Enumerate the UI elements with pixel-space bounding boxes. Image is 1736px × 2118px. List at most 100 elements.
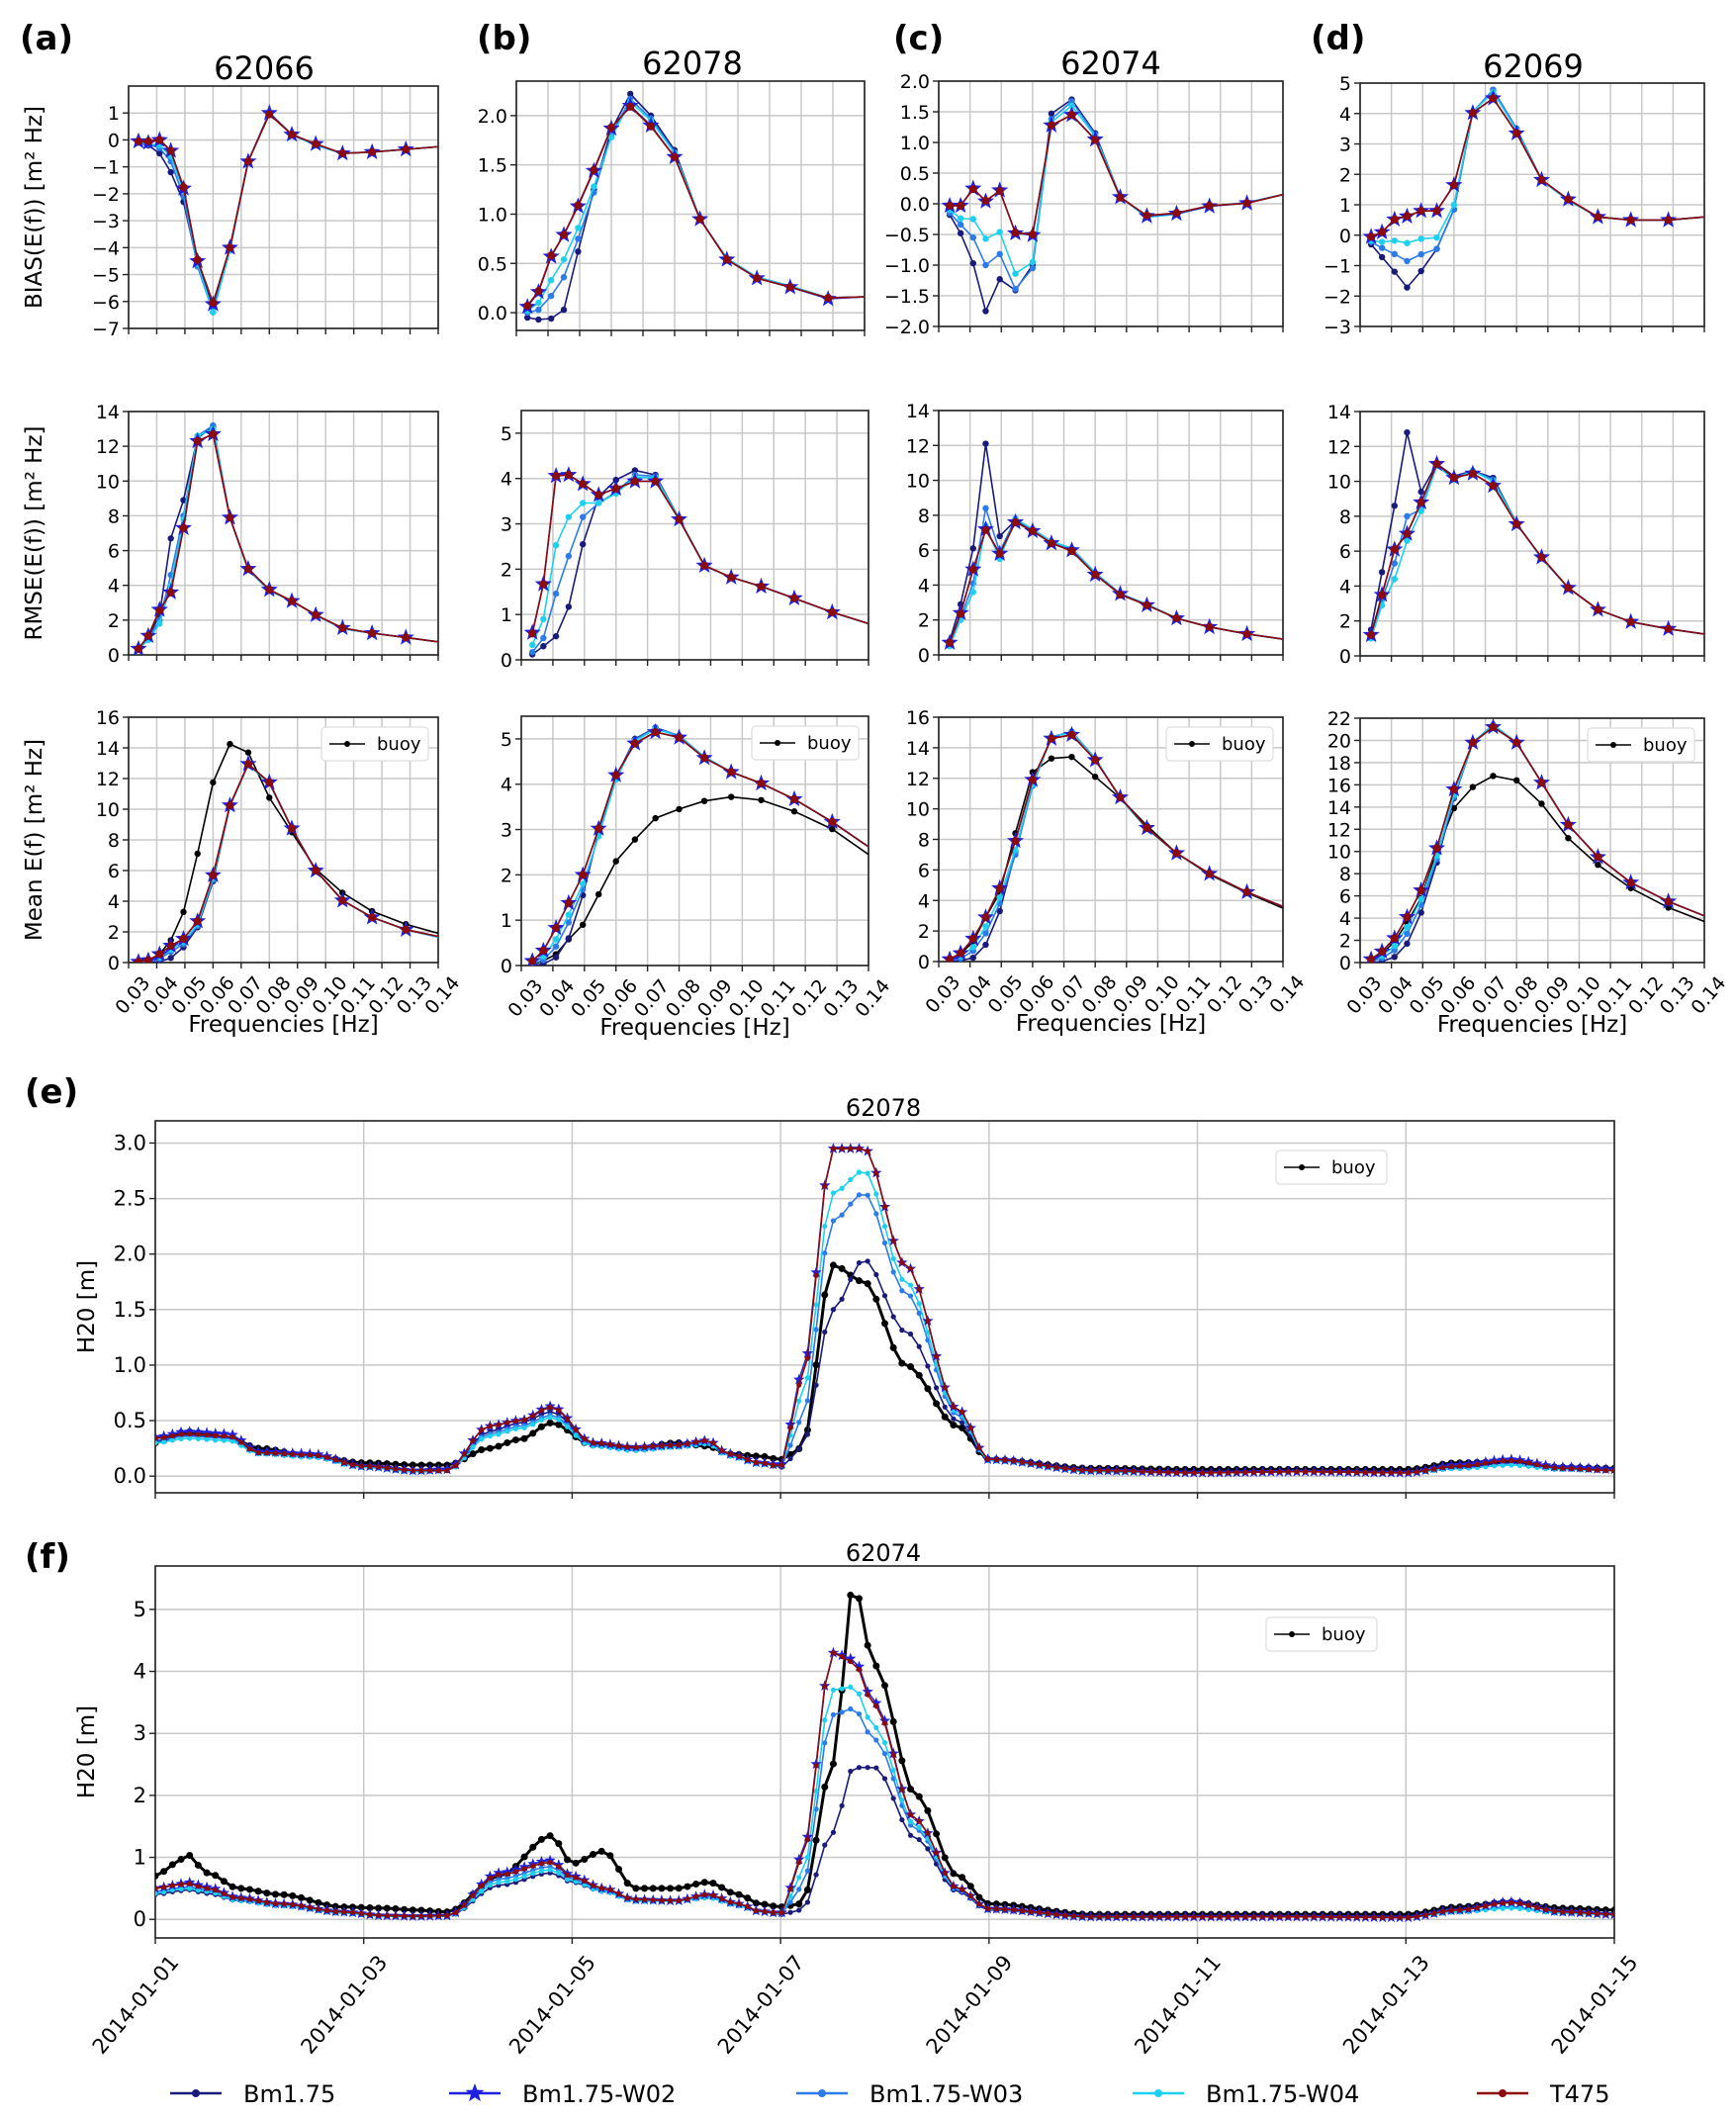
data-point	[1116, 591, 1125, 599]
data-point	[523, 302, 532, 311]
y-tick-label: 1.5	[478, 155, 507, 177]
data-point	[1468, 109, 1477, 118]
data-point	[1328, 1469, 1334, 1475]
y-tick-label: 6	[918, 540, 930, 562]
data-point	[1191, 1914, 1197, 1920]
data-point	[496, 1872, 502, 1878]
data-point	[1378, 947, 1387, 956]
data-point	[272, 1450, 279, 1456]
data-point	[933, 1400, 941, 1408]
x-tick-label: 0.12	[788, 975, 832, 1022]
data-point	[744, 1894, 752, 1902]
data-point	[916, 1836, 922, 1843]
data-point	[623, 1880, 631, 1888]
data-point	[695, 215, 704, 224]
data-point	[1468, 469, 1477, 478]
data-point	[968, 185, 977, 194]
data-point	[1047, 734, 1055, 743]
y-tick-label: 2	[918, 610, 930, 632]
data-point	[306, 1896, 314, 1904]
y-tick-label: −5	[92, 265, 120, 287]
data-point	[1165, 1469, 1171, 1475]
data-point	[402, 1913, 408, 1919]
data-point	[556, 1417, 562, 1423]
data-point	[528, 957, 537, 966]
data-point	[856, 1691, 863, 1697]
data-point	[1091, 774, 1099, 781]
data-point	[155, 1886, 158, 1891]
data-point-star	[793, 1373, 805, 1385]
data-point	[824, 294, 833, 303]
data-point	[1469, 783, 1477, 790]
data-point	[813, 1302, 819, 1308]
data-point	[916, 1818, 922, 1824]
data-point	[1512, 129, 1521, 138]
data-point	[957, 949, 965, 958]
data-point	[881, 1720, 888, 1726]
data-point	[1156, 1914, 1162, 1920]
data-point	[1131, 1468, 1137, 1474]
data-point	[1053, 1464, 1059, 1470]
data-point	[504, 1879, 510, 1885]
data-point	[1091, 570, 1100, 579]
data-point	[1172, 613, 1181, 622]
data-point	[771, 1462, 777, 1468]
data-point	[873, 1271, 879, 1278]
data-point	[552, 590, 560, 598]
y-tick-label: 4	[108, 576, 120, 598]
data-point	[907, 1832, 914, 1838]
chart-d-mean: 02468101214161820220.030.040.050.060.070…	[1327, 708, 1731, 1038]
data-point	[341, 1459, 347, 1466]
data-point	[650, 1443, 656, 1449]
data-point	[384, 1912, 390, 1919]
data-point	[264, 1899, 270, 1905]
data-point	[594, 890, 602, 898]
grid	[1359, 82, 1705, 327]
bottom-legend-item: Bm1.75-W02	[449, 2080, 676, 2108]
legend-label-buoy: buoy	[1331, 1157, 1376, 1178]
series-line-bm175-w02	[155, 1651, 1614, 1919]
y-tick-label: 10	[96, 799, 120, 821]
y-tick-label: −6	[92, 292, 120, 314]
y-tick-label: 1	[1339, 195, 1351, 217]
data-point	[667, 1442, 674, 1448]
data-point	[899, 1288, 905, 1294]
x-tick-label: 0.04	[953, 971, 996, 1018]
data-point	[1091, 136, 1100, 144]
y-tick-label: 0.0	[900, 194, 930, 216]
data-point	[787, 1887, 793, 1892]
data-point	[1404, 930, 1411, 938]
panel-label: (c)	[893, 19, 944, 58]
data-point	[338, 623, 347, 632]
data-point	[1047, 539, 1055, 548]
y-axis-label: H20 [m]	[74, 1705, 100, 1798]
data-point	[220, 1878, 228, 1886]
data-point	[155, 1439, 158, 1446]
data-point	[504, 1871, 510, 1877]
data-point	[187, 1430, 193, 1437]
data-point	[865, 1692, 870, 1698]
data-point	[1079, 1467, 1085, 1473]
data-point	[1391, 576, 1399, 583]
series-line-t475	[1370, 97, 1704, 238]
data-point	[368, 629, 377, 638]
data-point	[1404, 284, 1411, 291]
data-point	[161, 1885, 167, 1890]
data-point	[770, 1902, 777, 1910]
data-point	[1173, 1469, 1180, 1476]
data-point	[865, 1192, 870, 1198]
data-point	[307, 1904, 313, 1910]
y-tick-label: −2	[92, 184, 120, 206]
data-point	[812, 1361, 820, 1369]
bottom-legend-item: Bm1.75	[170, 2080, 335, 2108]
y-tick-label: 4	[1339, 576, 1351, 598]
data-point	[804, 1854, 811, 1861]
data-point	[830, 1146, 837, 1151]
data-point	[530, 1422, 536, 1427]
data-point	[959, 1887, 965, 1892]
legend-dot-icon	[1499, 2089, 1507, 2097]
data-point	[1105, 1468, 1111, 1474]
data-point-star	[192, 1426, 205, 1437]
data-point	[564, 1424, 571, 1429]
x-tick-label: 0.13	[1656, 972, 1699, 1019]
